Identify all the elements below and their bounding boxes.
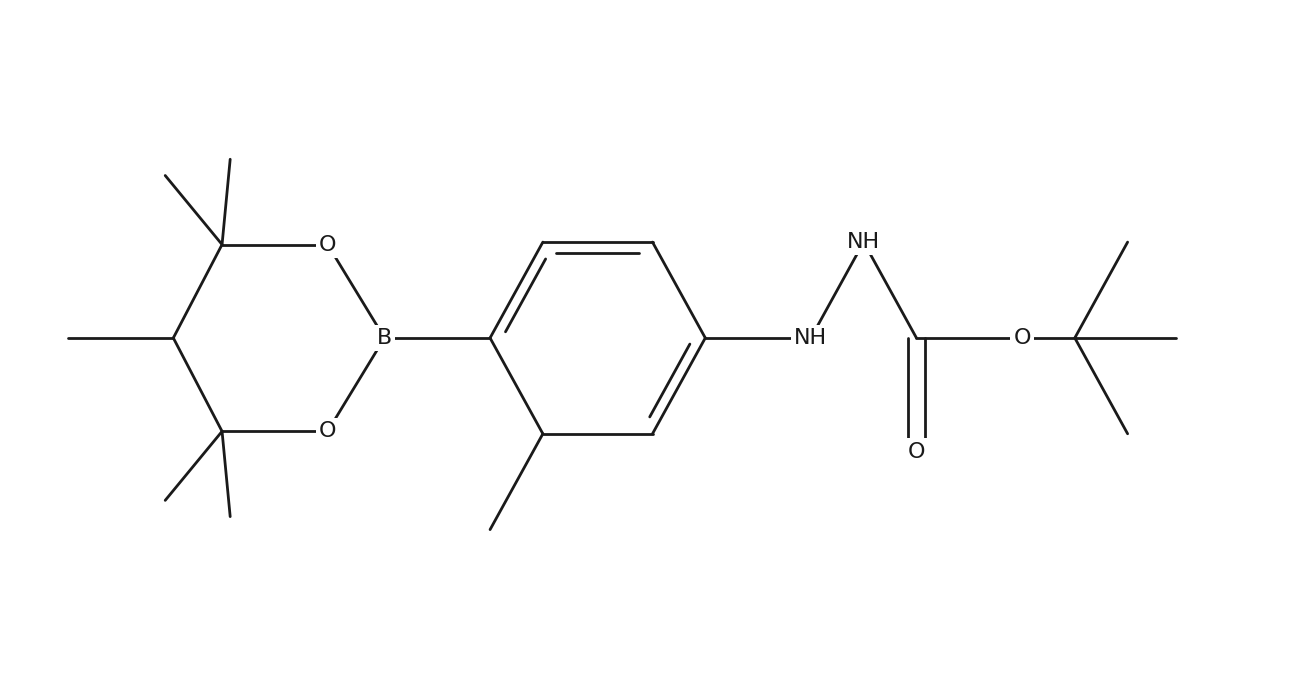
Text: O: O <box>1013 328 1031 348</box>
Text: O: O <box>318 421 337 441</box>
Text: NH: NH <box>847 232 880 252</box>
Text: O: O <box>908 442 925 462</box>
Text: B: B <box>377 328 392 348</box>
Text: O: O <box>318 235 337 254</box>
Text: NH: NH <box>795 328 827 348</box>
